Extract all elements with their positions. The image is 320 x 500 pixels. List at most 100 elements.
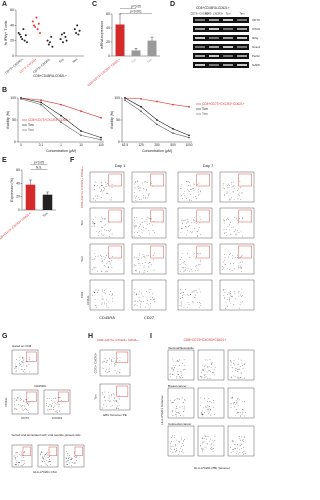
event — [186, 188, 188, 190]
event — [74, 455, 75, 457]
event — [174, 400, 175, 401]
event — [207, 401, 208, 402]
y-label: HLA-A*0201 Tetramer — [160, 395, 164, 424]
event — [117, 402, 119, 404]
event — [174, 414, 176, 416]
event — [149, 233, 151, 235]
event — [179, 441, 181, 442]
flow-label: Sorted and stimulated with viral peptide… — [11, 433, 81, 437]
event — [174, 437, 175, 438]
event — [171, 411, 173, 413]
event — [188, 182, 190, 183]
event — [114, 370, 116, 371]
event — [236, 403, 238, 405]
event — [13, 455, 15, 457]
point — [100, 116, 102, 119]
event — [201, 414, 203, 416]
event — [49, 456, 50, 457]
event — [230, 294, 232, 296]
event — [176, 408, 178, 409]
flow-label: Gated on CD8 — [12, 344, 32, 348]
event — [50, 408, 52, 410]
event — [202, 438, 203, 440]
event — [111, 405, 113, 407]
event — [114, 362, 116, 364]
event — [243, 435, 245, 437]
point — [124, 99, 126, 102]
event — [194, 253, 195, 254]
event — [204, 446, 206, 448]
event — [116, 358, 118, 359]
event — [177, 454, 179, 455]
event — [233, 231, 235, 233]
row-label: Vaccinia/Newcastle — [168, 346, 194, 350]
event — [200, 303, 202, 304]
event — [141, 232, 143, 233]
event — [170, 376, 171, 378]
event — [175, 360, 177, 362]
event — [229, 198, 231, 200]
event — [241, 254, 243, 256]
event — [242, 218, 243, 219]
band — [223, 46, 233, 48]
point — [156, 123, 158, 126]
event — [191, 291, 193, 293]
event — [180, 371, 182, 372]
gate — [238, 173, 252, 187]
event — [229, 300, 230, 302]
event — [16, 464, 17, 465]
x-tick-label: 0.1 — [39, 143, 44, 147]
event — [149, 292, 150, 293]
event — [228, 292, 230, 294]
band — [195, 64, 205, 66]
event — [206, 435, 208, 437]
event — [179, 259, 181, 260]
event — [23, 452, 24, 454]
event — [14, 397, 16, 399]
event — [210, 445, 212, 447]
event — [133, 187, 135, 189]
event — [105, 230, 107, 232]
event — [178, 440, 180, 442]
event — [242, 401, 244, 403]
event — [42, 455, 43, 457]
band — [209, 19, 219, 21]
event — [207, 378, 209, 379]
event — [119, 398, 121, 400]
flow-label: CXCR3 — [52, 416, 63, 420]
event — [105, 183, 107, 185]
flow-plot — [167, 349, 195, 381]
event — [105, 288, 107, 290]
event — [235, 298, 237, 300]
event — [200, 445, 201, 446]
event — [234, 402, 235, 403]
event — [27, 397, 29, 399]
event — [201, 414, 203, 416]
event — [107, 267, 109, 268]
event — [190, 269, 192, 270]
event — [231, 270, 233, 271]
event — [172, 365, 174, 366]
event — [102, 227, 103, 228]
event — [176, 450, 177, 452]
event — [189, 191, 190, 193]
event — [224, 291, 226, 293]
event — [42, 461, 44, 463]
event — [17, 398, 19, 400]
event — [19, 399, 21, 401]
event — [144, 181, 145, 183]
event — [109, 262, 111, 264]
event — [17, 464, 19, 466]
panel-letter: B — [2, 87, 7, 94]
dot — [22, 28, 25, 31]
event — [182, 262, 184, 264]
event — [27, 410, 29, 412]
gate — [150, 209, 164, 223]
flow-plot — [197, 425, 225, 457]
event — [106, 372, 108, 373]
event — [237, 219, 238, 221]
event — [233, 362, 235, 364]
event — [176, 448, 178, 450]
event — [238, 188, 240, 190]
event — [224, 233, 225, 234]
